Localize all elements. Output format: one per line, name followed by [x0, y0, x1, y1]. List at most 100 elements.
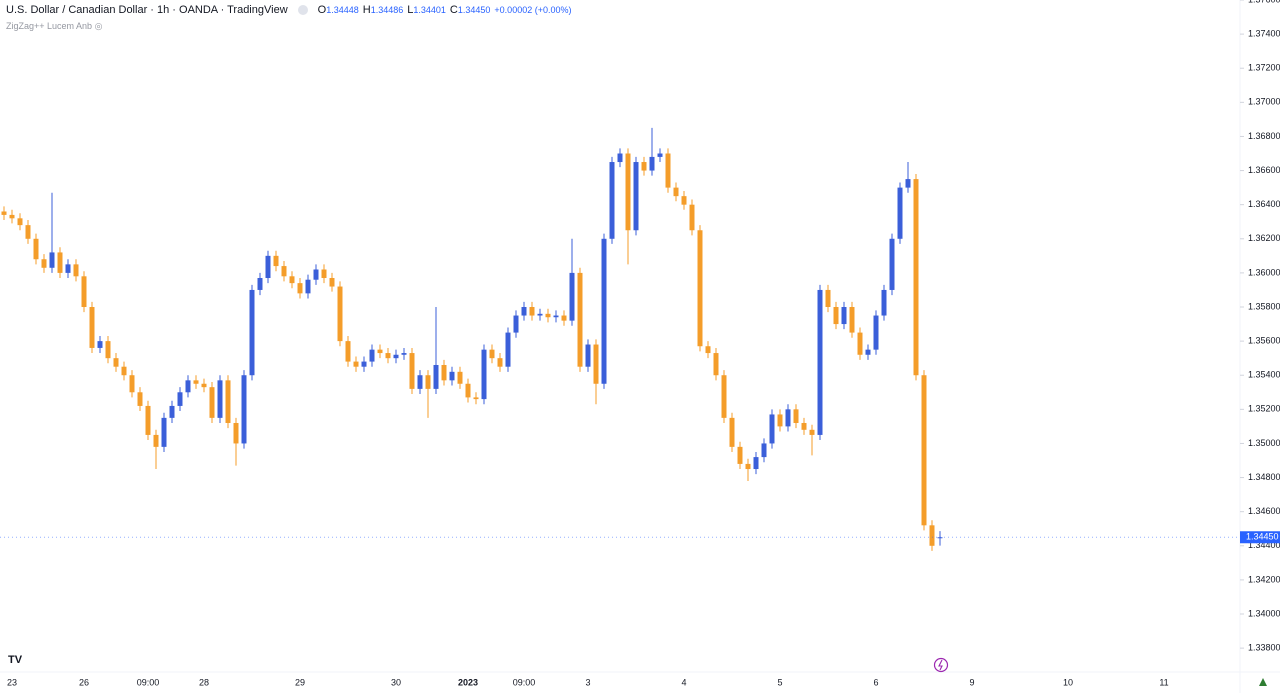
candle-body	[865, 349, 871, 355]
candle-body	[889, 238, 895, 290]
y-tick-label: 1.35000	[1248, 438, 1280, 448]
y-tick-label: 1.36200	[1248, 233, 1280, 243]
candle-body	[81, 276, 87, 308]
legend-key: O	[317, 4, 327, 16]
change: +0.00002 (+0.00%)	[494, 5, 572, 15]
candle-body	[1, 211, 7, 215]
candle-body	[809, 429, 815, 435]
y-tick-label: 1.34000	[1248, 608, 1280, 618]
candle-body	[649, 156, 655, 171]
candle-body	[89, 307, 95, 348]
candle-body	[105, 341, 111, 359]
candle-body	[385, 353, 391, 359]
candle-body	[417, 375, 423, 389]
candle-body	[129, 375, 135, 393]
last-price-box	[1240, 531, 1280, 544]
candle-body	[457, 371, 463, 384]
candle-body	[281, 266, 287, 277]
candle-body	[681, 196, 687, 205]
y-tick-label: 1.33800	[1248, 642, 1280, 652]
candle-body	[369, 349, 375, 362]
y-tick-label: 1.34800	[1248, 472, 1280, 482]
candle-body	[145, 405, 151, 435]
x-tick-label: 26	[79, 677, 89, 687]
candle-body	[153, 434, 159, 447]
candle-body	[113, 358, 119, 367]
candle-body	[841, 307, 847, 325]
candle-body	[49, 252, 55, 268]
candle-body	[433, 364, 439, 389]
candle-body	[785, 409, 791, 427]
candle-body	[137, 392, 143, 406]
candle-body	[769, 414, 775, 444]
candle-body	[289, 276, 295, 284]
candle-body	[41, 259, 47, 268]
candle-body	[697, 230, 703, 347]
x-tick-label: 2023	[458, 677, 478, 687]
candle-body	[529, 307, 535, 316]
candle-body	[793, 409, 799, 423]
candle-body	[337, 286, 343, 342]
candle-body	[441, 364, 447, 381]
candle-body	[273, 255, 279, 267]
candle-body	[521, 307, 527, 316]
y-tick-label: 1.36400	[1248, 199, 1280, 209]
legend-value: 1.34486	[370, 5, 404, 15]
symbol-title: U.S. Dollar / Canadian Dollar · 1h · OAN…	[6, 4, 288, 16]
candle-body	[617, 153, 623, 163]
legend-value: 1.34448	[326, 5, 359, 15]
y-tick-label: 1.37600	[1248, 0, 1280, 4]
candle-body	[713, 353, 719, 376]
candle-body	[929, 525, 935, 546]
candle-body	[633, 162, 639, 231]
y-tick-label: 1.36800	[1248, 131, 1280, 141]
x-tick-label: 10	[1063, 677, 1073, 687]
candle-body	[905, 179, 911, 188]
y-tick-label: 1.35400	[1248, 370, 1280, 380]
candle-body	[721, 375, 727, 418]
candle-body	[593, 344, 599, 384]
candle-body	[545, 313, 551, 318]
candle-body	[233, 422, 239, 444]
candle-body	[409, 353, 415, 389]
candle-body	[97, 341, 103, 348]
y-tick-label: 1.37000	[1248, 97, 1280, 107]
candle-body	[25, 225, 31, 239]
candle-body	[185, 380, 191, 393]
legend-value: 1.34401	[413, 5, 446, 15]
candle-body	[705, 346, 711, 354]
x-tick-label: 4	[681, 677, 686, 687]
candle-body	[265, 255, 271, 279]
candle-body	[489, 349, 495, 359]
candle-body	[505, 332, 511, 367]
candle-body	[449, 371, 455, 381]
candle-body	[913, 179, 919, 376]
candle-body	[57, 252, 63, 273]
candle-body	[601, 238, 607, 384]
candle-body	[481, 349, 487, 400]
candle-body	[625, 153, 631, 231]
eye-icon[interactable]: ◎	[94, 21, 103, 31]
candle-body	[33, 238, 39, 260]
tree-icon[interactable]	[1259, 678, 1267, 686]
candle-body	[729, 417, 735, 447]
y-tick-label: 1.34400	[1248, 540, 1280, 550]
candle-body	[353, 361, 359, 367]
candle-body	[881, 289, 887, 316]
y-tick-label: 1.34600	[1248, 506, 1280, 516]
candle-body	[553, 315, 559, 318]
candle-body	[737, 446, 743, 464]
tv-logo[interactable]: TV	[8, 654, 23, 666]
x-tick-label: 09:00	[137, 677, 160, 687]
candle-body	[753, 457, 759, 470]
ohlc-legend: O1.34448 H1.34486 L1.34401 C1.34450	[314, 4, 491, 16]
x-tick-label: 23	[7, 677, 17, 687]
candle-body	[833, 307, 839, 325]
x-tick-label: 5	[777, 677, 782, 687]
candle-body	[73, 264, 79, 277]
collapse-button[interactable]	[297, 5, 308, 16]
candle-body	[801, 422, 807, 430]
replay-icon[interactable]	[933, 657, 949, 673]
x-tick-label: 09:00	[513, 677, 536, 687]
